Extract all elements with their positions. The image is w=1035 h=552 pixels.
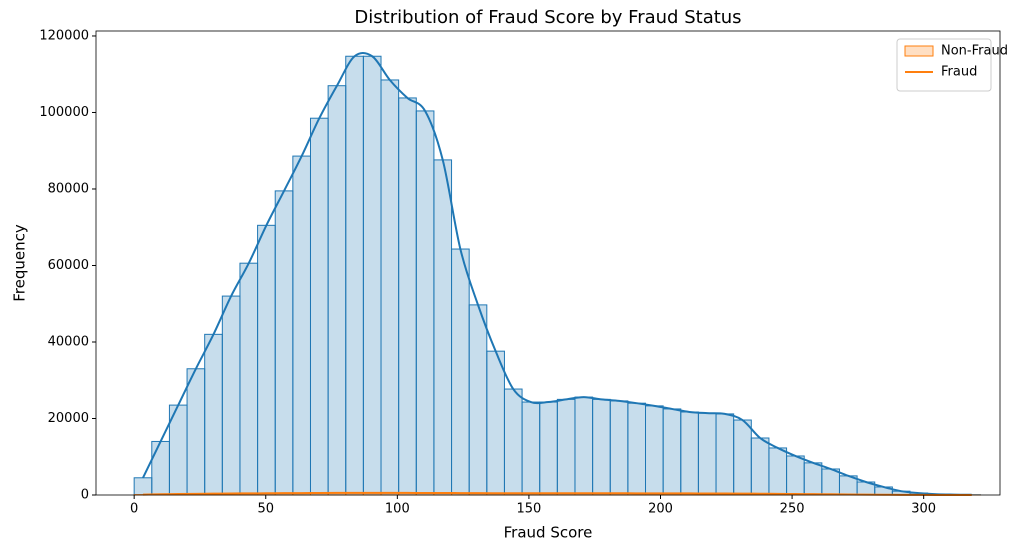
y-tick-label: 40000 — [48, 334, 89, 349]
y-tick-label: 80000 — [48, 181, 89, 196]
bar — [398, 97, 417, 496]
bar — [768, 447, 788, 496]
plot-area — [133, 51, 982, 496]
bar — [503, 388, 523, 496]
bar — [715, 413, 735, 496]
bar — [257, 224, 276, 496]
bar — [786, 455, 805, 496]
bar — [345, 55, 364, 496]
bar — [609, 400, 629, 496]
bar — [592, 398, 611, 496]
bar — [327, 85, 347, 496]
x-axis-label: Fraud Score — [504, 524, 593, 542]
bar — [239, 262, 259, 496]
x-tick-label: 200 — [648, 502, 673, 517]
bar — [274, 190, 294, 496]
y-axis-label: Frequency — [11, 224, 29, 302]
x-tick-label: 250 — [780, 502, 805, 517]
bar — [750, 437, 770, 496]
bar — [451, 248, 470, 496]
bar — [574, 396, 594, 496]
bar — [680, 411, 699, 496]
bar — [380, 79, 400, 496]
bar — [556, 398, 576, 496]
x-tick-label: 50 — [257, 502, 274, 517]
legend: Non-Fraud Fraud — [896, 38, 1008, 92]
legend-label: Non-Fraud — [941, 44, 1008, 59]
bar — [539, 401, 558, 496]
x-tick-label: 0 — [130, 502, 138, 517]
kde-line — [142, 491, 972, 496]
bar — [204, 333, 223, 496]
bar — [697, 412, 717, 496]
legend-patch — [904, 45, 934, 57]
bar — [292, 155, 311, 496]
bar — [133, 477, 153, 496]
bar — [627, 402, 647, 496]
x-tick-label: 100 — [385, 502, 410, 517]
bar — [486, 350, 505, 496]
bar — [186, 368, 206, 496]
bar — [645, 405, 664, 496]
series — [133, 51, 982, 496]
y-tick-label: 120000 — [39, 28, 89, 43]
axes-frame — [95, 30, 1001, 496]
chart-title: Distribution of Fraud Score by Fraud Sta… — [354, 7, 741, 28]
bar — [151, 440, 170, 496]
legend-frame — [896, 38, 992, 92]
y-tick-label: 0 — [81, 488, 89, 503]
bar — [733, 419, 752, 496]
bar — [468, 304, 488, 496]
bar — [821, 468, 840, 496]
bar — [415, 110, 435, 496]
bar — [521, 401, 541, 496]
legend-label: Fraud — [941, 65, 977, 80]
x-tick-label: 150 — [517, 502, 542, 517]
bar — [221, 295, 241, 496]
bar — [803, 462, 823, 496]
bar — [433, 159, 453, 496]
kde-line — [142, 51, 972, 496]
bar — [362, 55, 382, 496]
bar — [309, 117, 329, 496]
bar — [662, 408, 682, 496]
y-tick-label: 100000 — [39, 105, 89, 120]
y-tick-label: 60000 — [48, 258, 89, 273]
y-tick-label: 20000 — [48, 411, 89, 426]
x-tick-label: 300 — [911, 502, 936, 517]
series — [133, 491, 982, 496]
